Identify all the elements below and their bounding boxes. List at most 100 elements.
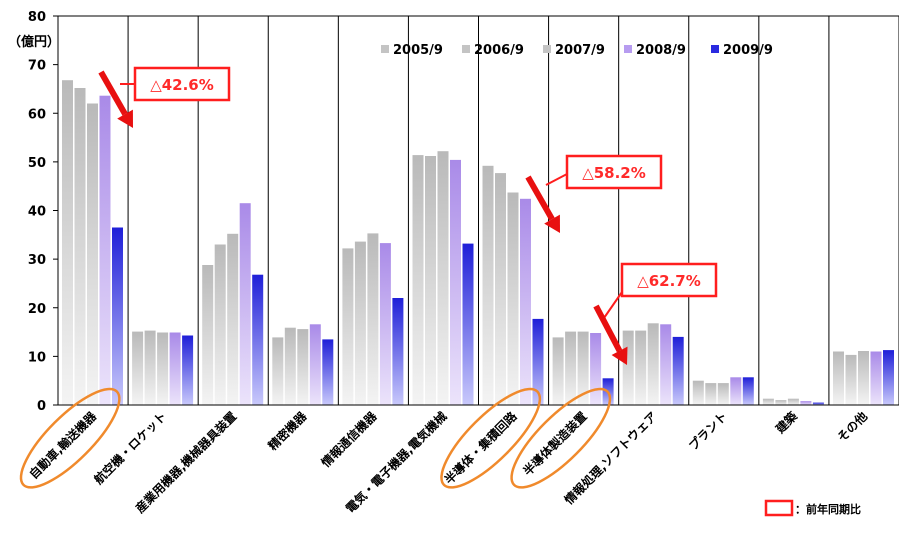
arrow-shaft [525,175,555,221]
x-tick-label: 建築 [772,408,801,437]
y-tick-label: 20 [28,302,46,317]
bar [284,327,296,405]
bar [647,323,659,405]
callout-leader [603,291,623,319]
bar [495,173,506,405]
y-tick-label: 70 [28,59,46,74]
bar [157,332,169,405]
legend: 2005/9 2006/9 2007/9 2008/9 2009/9 [381,43,773,58]
bar [99,95,111,405]
bar [297,329,309,405]
bar [565,331,577,405]
arrow-shaft [593,304,623,353]
bar [730,377,742,405]
arrow-head [544,214,560,233]
bar [692,380,704,405]
arrow-head [611,346,628,365]
bar [552,337,564,405]
arrow-head [117,109,133,128]
legend-note-swatch [764,499,794,517]
bar [800,401,812,405]
bar [462,243,474,405]
bar [672,336,684,405]
bar [833,351,844,405]
legend-label: 2007/9 [555,43,605,58]
bar [870,351,882,405]
callout-leader [545,173,568,186]
bar [272,337,284,405]
legend-swatch [462,45,470,53]
bar [354,241,366,405]
x-tick-label: その他 [834,409,870,445]
legend-note-text: ：前年同期比 [795,502,861,516]
legend-label: 2009/9 [723,43,773,58]
legend-label: 2005/9 [393,43,443,58]
annotation-layer: △42.6% △58.2% △62.7% [98,66,718,365]
y-axis-unit-label: （億円） [8,34,60,50]
callout-text: △58.2% [582,164,646,182]
bar [858,351,869,405]
bar [87,103,98,405]
bar [812,402,824,405]
bar [775,400,787,405]
legend-label: 2008/9 [636,43,686,58]
bar [342,248,354,405]
bar [660,324,672,405]
x-tick-label: 半導体製造装置 [520,409,590,479]
y-tick-label: 40 [28,205,46,220]
x-tick-label-group: 情報通信機器 [318,408,380,470]
bar [144,330,156,405]
y-tick-label: 0 [37,399,46,414]
arrow-shaft [98,70,128,116]
bar [379,243,391,405]
bar [132,331,144,405]
bar [214,244,226,405]
legend-note: ：前年同期比 [764,499,861,517]
bar [507,192,519,405]
bar [169,332,181,405]
x-tick-label: 精密機器 [265,408,310,453]
legend-swatch [543,45,551,53]
bar [182,335,194,405]
callout-box [565,154,663,190]
y-tick-label: 10 [28,350,46,365]
x-tick-label-group: 航空機・ロケット [91,409,169,487]
highlight-ellipse [440,387,542,489]
bar [252,274,264,405]
bar [425,156,436,405]
bar [62,80,73,405]
callout-text: △62.7% [637,272,701,290]
bar [635,330,647,405]
y-tick-layer: 0 10 20 30 40 50 60 70 80 [28,10,46,414]
bar [322,339,334,405]
bar [532,318,544,405]
x-tick-label-group: プラント [685,409,730,454]
annotation-callout: △58.2% [525,154,663,233]
bar [450,159,461,405]
bar [309,324,321,405]
highlight-ellipse [19,387,121,489]
bar [112,227,123,405]
callout-box [133,66,231,102]
callout-text: △42.6% [150,76,214,94]
bar [762,398,774,405]
callout-box [620,262,718,298]
bar [437,151,449,405]
bar [239,203,251,405]
bars-layer [62,80,894,405]
bar [717,383,729,405]
bar [590,333,602,405]
y-tick-label: 30 [28,253,46,268]
bar [742,377,754,405]
bar [74,88,86,405]
x-tick-label: プラント [685,409,730,454]
y-tick-label: 50 [28,156,46,171]
highlight-ellipse [510,387,612,489]
y-tick-label: 80 [28,10,46,25]
legend-swatch [624,45,632,53]
x-tick-label-group: 建築 [772,408,801,437]
bar [787,398,799,405]
bar [705,383,717,405]
annotation-callout: △42.6% [98,66,231,128]
